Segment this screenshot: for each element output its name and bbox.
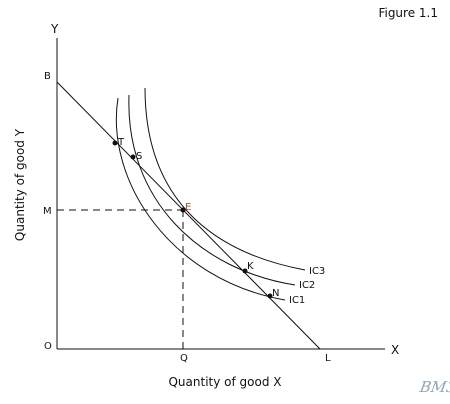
ic2-label: IC2 <box>299 280 315 291</box>
e-label: E <box>185 202 191 213</box>
ic1-label: IC1 <box>289 295 305 306</box>
figure-label: Figure 1.1 <box>378 6 438 20</box>
y-axis-title: Quantity of good Y <box>13 128 27 242</box>
point-e-dot <box>180 207 186 213</box>
point-n-dot <box>267 293 273 299</box>
y-axis-letter: Y <box>50 22 59 36</box>
t-label: T <box>117 137 125 148</box>
n-label: N <box>272 288 279 299</box>
q-label: Q <box>180 353 188 364</box>
watermark-logo: BM3 <box>418 378 450 396</box>
m-label: M <box>43 206 52 217</box>
x-axis-title: Quantity of good X <box>168 375 282 389</box>
point-t-dot <box>112 140 118 146</box>
ic3-curve <box>144 87 306 271</box>
k-label: K <box>247 261 254 272</box>
ic3-label: IC3 <box>309 266 325 277</box>
x-axis-letter: X <box>391 343 399 357</box>
point-k-dot <box>242 268 248 274</box>
ic1-curve <box>116 97 286 301</box>
budget-line <box>56 81 321 350</box>
b-label: B <box>44 71 51 82</box>
origin-label: O <box>44 341 52 352</box>
s-label: S <box>136 151 142 162</box>
l-label: L <box>325 353 331 364</box>
ic2-curve <box>128 94 296 286</box>
point-s-dot <box>130 154 136 160</box>
